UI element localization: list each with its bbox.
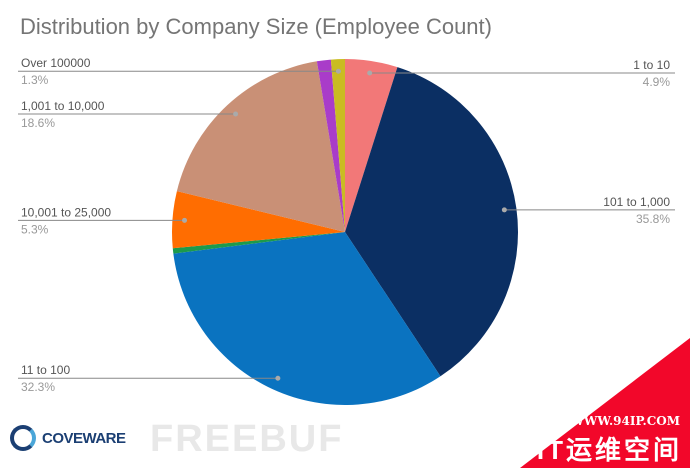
pie-slice bbox=[330, 59, 345, 232]
corner-banner bbox=[520, 338, 690, 468]
slice-label: Over 100000 bbox=[21, 56, 91, 70]
site-name: IT运维空间 bbox=[536, 435, 682, 465]
pie-slice bbox=[176, 61, 345, 233]
logo-ring-icon bbox=[10, 425, 36, 451]
leader-dot bbox=[275, 375, 281, 381]
chart-title: Distribution by Company Size (Employee C… bbox=[20, 14, 492, 39]
pie-slice bbox=[345, 59, 398, 232]
pie-slice bbox=[172, 232, 345, 254]
slice-percent: 1.3% bbox=[21, 73, 49, 87]
slice-label: 10,001 to 25,000 bbox=[21, 205, 111, 219]
leader-dot bbox=[233, 111, 239, 117]
pie-slice bbox=[316, 59, 345, 232]
coveware-logo: COVEWARE bbox=[10, 425, 126, 451]
leader-dot bbox=[367, 70, 373, 76]
logo-text: COVEWARE bbox=[42, 429, 126, 447]
slice-label: 1,001 to 10,000 bbox=[21, 99, 105, 113]
watermark: FREEBUF bbox=[150, 418, 344, 460]
slice-label: 101 to 1,000 bbox=[603, 195, 670, 209]
slice-percent: 32.3% bbox=[21, 380, 55, 394]
site-url: WWW.94IP.COM bbox=[570, 414, 680, 428]
pie-slice bbox=[171, 191, 345, 249]
slice-label: 1 to 10 bbox=[633, 58, 670, 72]
leader-dot bbox=[182, 217, 188, 223]
pie-slice bbox=[345, 67, 518, 377]
slice-percent: 4.9% bbox=[643, 75, 671, 89]
pie-slice bbox=[173, 232, 441, 405]
slice-percent: 5.3% bbox=[21, 222, 49, 236]
slice-percent: 18.6% bbox=[21, 116, 55, 130]
leader-dot bbox=[335, 68, 341, 74]
slice-percent: 35.8% bbox=[636, 212, 670, 226]
leader-dot bbox=[501, 207, 507, 213]
slice-label: 11 to 100 bbox=[21, 363, 70, 377]
